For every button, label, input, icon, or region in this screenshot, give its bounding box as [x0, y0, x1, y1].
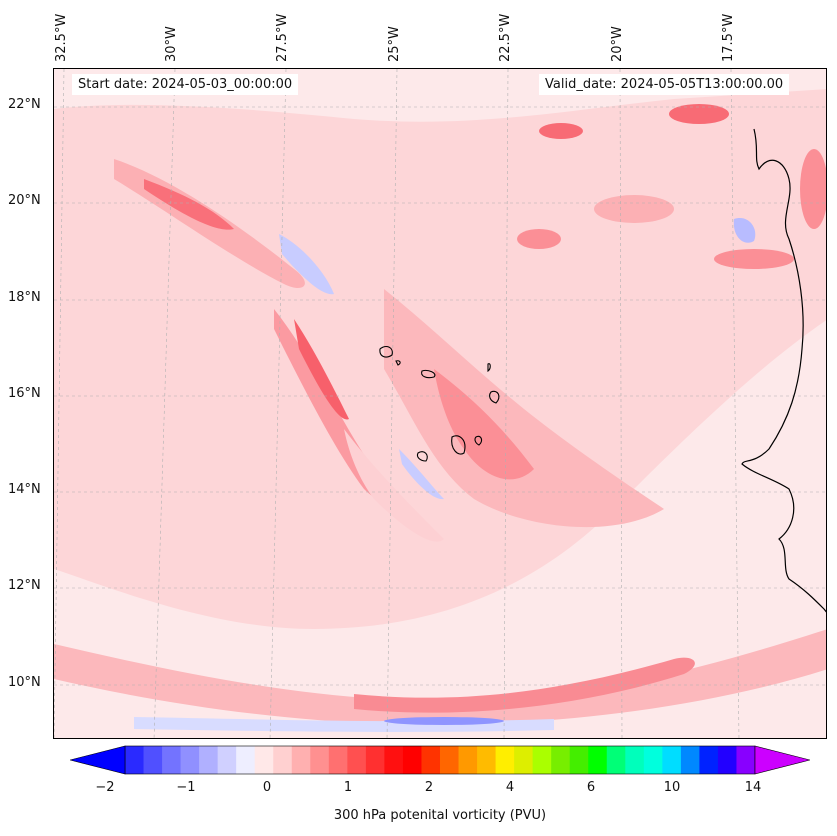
- graticule: [54, 69, 826, 738]
- colorbar: [70, 745, 810, 775]
- colorbar-cell: [717, 746, 737, 774]
- pv-hotspot-1: [539, 123, 583, 139]
- colorbar-cell: [402, 746, 422, 774]
- colorbar-cell: [736, 746, 756, 774]
- colorbar-cell: [421, 746, 441, 774]
- colorbar-cell: [625, 746, 645, 774]
- colorbar-cell: [199, 746, 219, 774]
- colorbar-min-arrow: [70, 745, 126, 775]
- pv-band-south-blue: [134, 717, 554, 732]
- colorbar-cell: [662, 746, 682, 774]
- colorbar-tick-neg1: −1: [176, 780, 196, 795]
- colorbar-cell: [495, 746, 515, 774]
- colorbar-cell: [514, 746, 534, 774]
- colorbar-cell: [180, 746, 200, 774]
- pv-region-central: [384, 289, 664, 528]
- pv-band-south-pink: [54, 629, 826, 725]
- lat-label-20n: 20°N: [8, 193, 41, 208]
- colorbar-cell: [328, 746, 348, 774]
- pv-band-south-red: [354, 657, 695, 713]
- pv-streamer-3: [344, 429, 444, 542]
- lon-label-22.5w: 22.5°W: [498, 13, 513, 62]
- colorbar-tick-neg2: −2: [95, 780, 115, 795]
- pv-region-central-core: [434, 369, 534, 480]
- colorbar-cell: [643, 746, 663, 774]
- colorbar-cell: [217, 746, 237, 774]
- lat-label-14n: 14°N: [8, 482, 41, 497]
- colorbar-cell: [347, 746, 367, 774]
- pv-streamer-1-core: [144, 179, 234, 230]
- lon-label-27.5w: 27.5°W: [275, 13, 290, 62]
- colorbar-cell: [606, 746, 626, 774]
- colorbar-cell: [365, 746, 385, 774]
- lon-label-32.5w: 32.5°W: [54, 13, 69, 62]
- pv-streamer-2-core: [294, 319, 349, 420]
- colorbar-cell: [125, 746, 145, 774]
- pv-hotspot-2: [669, 104, 729, 124]
- lat-label-18n: 18°N: [8, 290, 41, 305]
- valid-date-label: Valid_date: 2024-05-05T13:00:00.00: [539, 74, 790, 95]
- colorbar-cell: [551, 746, 571, 774]
- pv-low-patch-ne: [733, 218, 756, 243]
- pv-hotspot-3: [517, 229, 561, 249]
- pv-hotspot-4: [594, 195, 674, 223]
- colorbar-max-arrow: [754, 745, 810, 775]
- colorbar-tick-1: 1: [343, 780, 353, 795]
- pv-hotspot-6: [800, 149, 826, 229]
- lon-label-25w: 25°W: [387, 26, 402, 62]
- pv-hotspot-5: [714, 249, 794, 269]
- colorbar-tick-4: 4: [505, 780, 515, 795]
- colorbar-cell: [254, 746, 274, 774]
- colorbar-cell: [588, 746, 608, 774]
- start-date-label: Start date: 2024-05-03_00:00:00: [72, 74, 299, 95]
- colorbar-cell: [384, 746, 404, 774]
- colorbar-cell: [273, 746, 293, 774]
- africa-coastline: [741, 128, 826, 613]
- colorbar-tick-14: 14: [744, 780, 762, 795]
- colorbar-cell: [569, 746, 589, 774]
- colorbar-tick-2: 2: [424, 780, 434, 795]
- pv-map: [53, 68, 827, 739]
- colorbar-cell: [310, 746, 330, 774]
- pv-low-streak-2: [399, 449, 444, 500]
- lat-label-10n: 10°N: [8, 675, 41, 690]
- lon-label-17.5w: 17.5°W: [721, 13, 736, 62]
- colorbar-tick-0: 0: [262, 780, 272, 795]
- colorbar-cell: [291, 746, 311, 774]
- lon-label-30w: 30°W: [164, 26, 179, 62]
- colorbar-cell: [162, 746, 182, 774]
- lat-label-16n: 16°N: [8, 386, 41, 401]
- pv-field: [54, 69, 826, 738]
- pv-low-streak-1: [279, 234, 334, 295]
- colorbar-cell: [699, 746, 719, 774]
- colorbar-cell: [477, 746, 497, 774]
- colorbar-cell: [532, 746, 552, 774]
- colorbar-label: 300 hPa potenital vorticity (PVU): [333, 808, 547, 823]
- pv-low-south-core: [384, 717, 504, 725]
- colorbar-cell: [440, 746, 460, 774]
- colorbar-cell: [236, 746, 256, 774]
- lon-label-20w: 20°W: [610, 26, 625, 62]
- lat-label-12n: 12°N: [8, 578, 41, 593]
- cape-verde-islands: [379, 346, 500, 462]
- colorbar-tick-10: 10: [663, 780, 681, 795]
- colorbar-cell: [680, 746, 700, 774]
- colorbar-cells: [124, 745, 756, 775]
- colorbar-tick-6: 6: [586, 780, 596, 795]
- colorbar-cell: [458, 746, 478, 774]
- lat-label-22n: 22°N: [8, 97, 41, 112]
- colorbar-cell: [143, 746, 163, 774]
